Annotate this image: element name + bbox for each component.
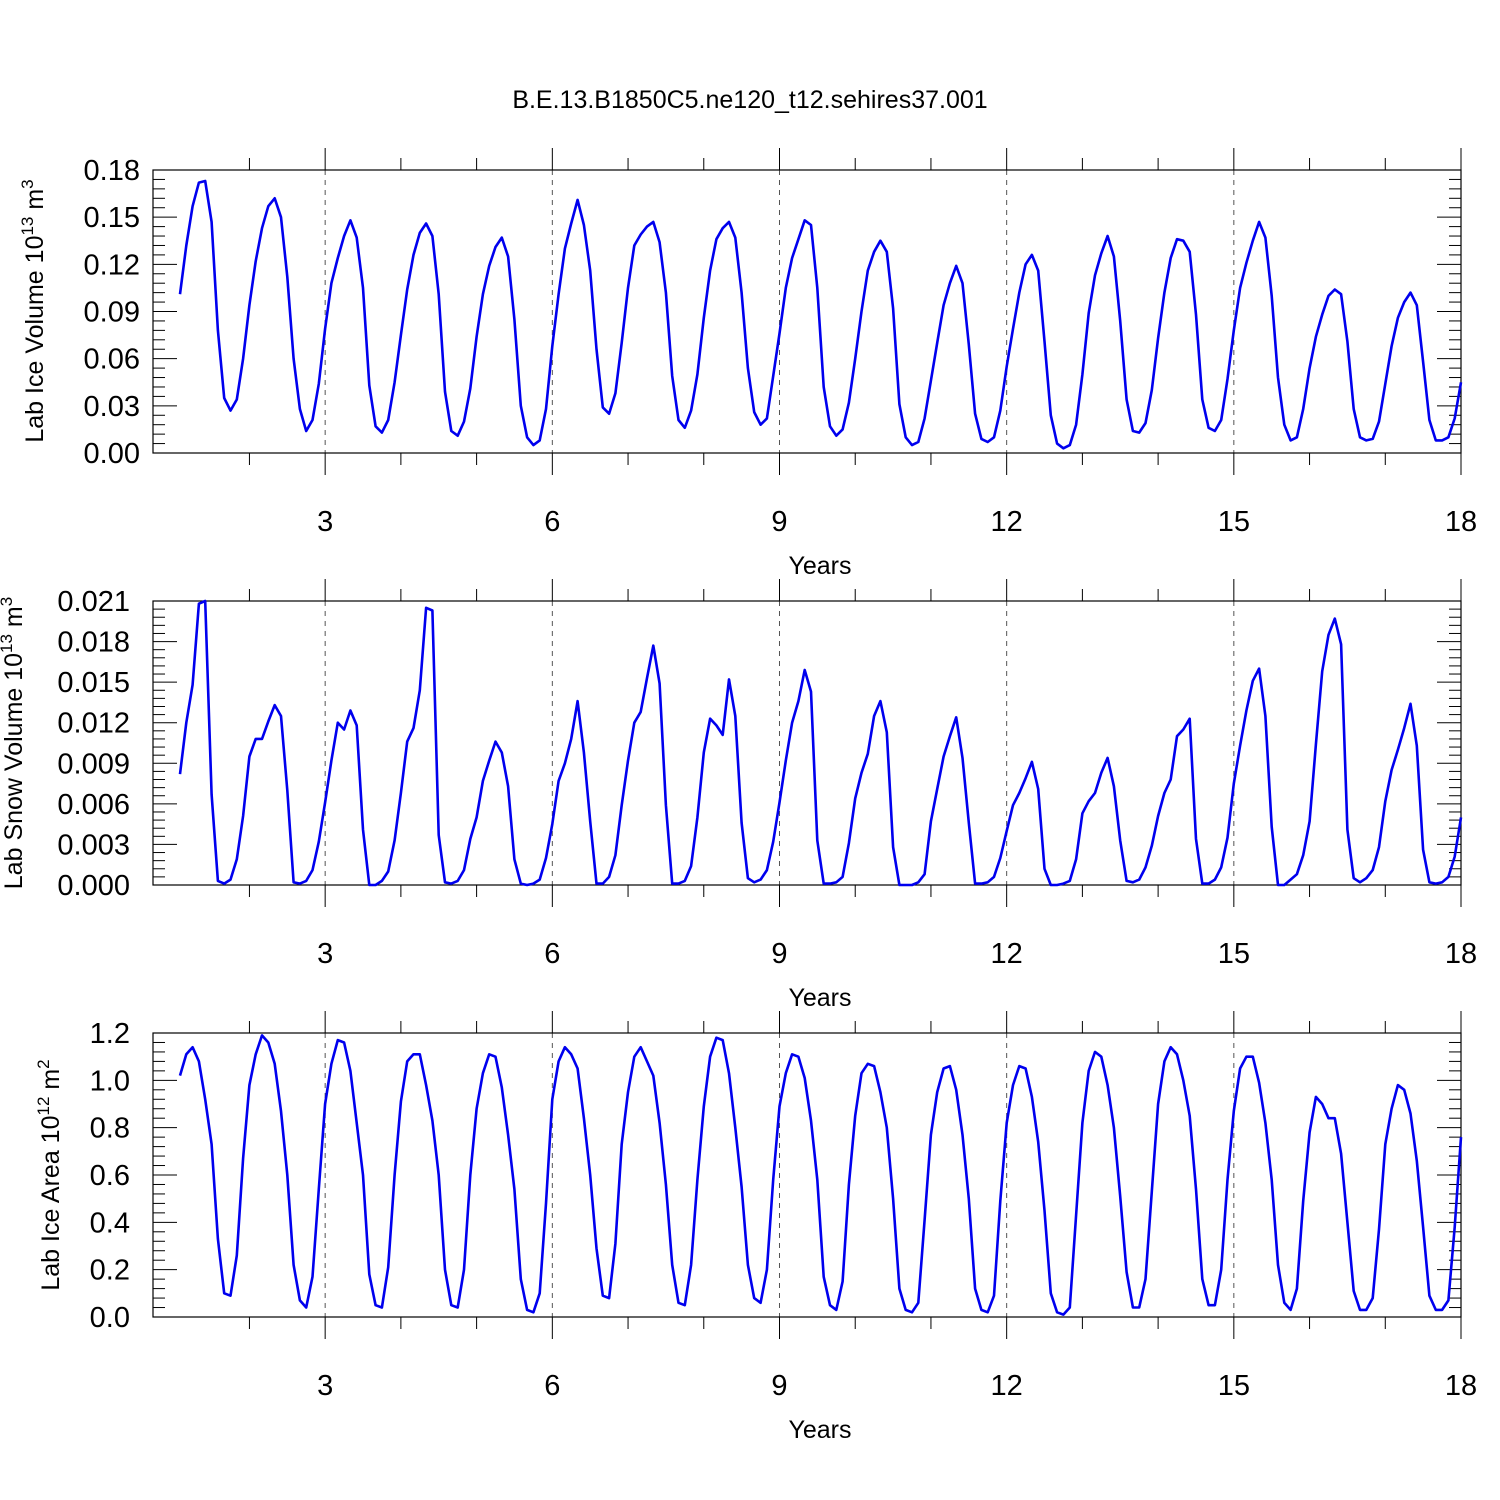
x-tick-label: 12	[991, 1370, 1023, 1402]
panel-2: 3 6 9 12 15 18 0.000 0.003 0.006 0.009 0.012 0.015 0…	[0, 579, 1477, 1012]
y-tick-label: 0.03	[84, 391, 140, 423]
x-axis-title: Years	[788, 1416, 851, 1444]
x-tick-label: 9	[771, 506, 787, 538]
x-tick-label: 18	[1445, 1370, 1477, 1402]
x-tick-label: 15	[1218, 1370, 1250, 1402]
y-axis-title: Lab Ice Area 1012 m2	[34, 1059, 65, 1290]
x-tick-label: 6	[544, 506, 560, 538]
y-tick-label: 0.06	[84, 344, 140, 376]
x-tick-label: 18	[1445, 506, 1477, 538]
y-axis-title: Lab Snow Volume 1013 m3	[0, 597, 28, 889]
plot-frame	[152, 1032, 1462, 1318]
x-tick-label: 12	[991, 506, 1023, 538]
y-tick-label: 0.8	[90, 1113, 130, 1145]
x-tick-label: 9	[771, 938, 787, 970]
x-tick-label: 15	[1218, 506, 1250, 538]
y-tick-label: 0.018	[57, 627, 130, 659]
x-tick-label: 6	[544, 938, 560, 970]
x-axis-title: Years	[788, 984, 851, 1012]
y-tick-label: 0.000	[57, 870, 130, 902]
series-line	[178, 1034, 1463, 1316]
panel-1: 3 6 9 12 15 18 0.00 0.03 0.06 0.09 0.12 0.15 0.18 Yea…	[18, 148, 1477, 580]
y-tick-label: 0.18	[84, 155, 140, 187]
y-tick-label: 0.2	[90, 1255, 130, 1287]
series-line	[178, 599, 1463, 887]
y-tick-label: 0.006	[57, 789, 130, 821]
y-tick-label: 0.12	[84, 249, 140, 281]
figure-title: B.E.13.B1850C5.ne120_t12.sehires37.001	[512, 86, 987, 114]
x-tick-label: 3	[317, 1370, 333, 1402]
panels: 3 6 9 12 15 180.000.030.060.090.120.150.18Yea…	[0, 148, 1477, 1444]
x-tick-label: 3	[317, 506, 333, 538]
y-tick-label: 0.09	[84, 297, 140, 329]
y-tick-label: 1.0	[90, 1065, 130, 1097]
y-tick-label: 0.6	[90, 1160, 130, 1192]
x-tick-label: 6	[544, 1370, 560, 1402]
y-tick-label: 0.003	[57, 829, 130, 861]
y-tick-label: 0.00	[84, 438, 140, 470]
y-tick-label: 0.0	[90, 1302, 130, 1334]
plot-frame	[152, 169, 1462, 454]
x-tick-label: 9	[771, 1370, 787, 1402]
panel-3: 3 6 9 12 15 18 0.0 0.2 0.4 0.6 0.8 1.0 1.2 Years Lab I…	[34, 1011, 1477, 1444]
x-tick-label: 12	[991, 938, 1023, 970]
series-line	[178, 179, 1463, 450]
x-tick-label: 3	[317, 938, 333, 970]
y-tick-label: 0.015	[57, 667, 130, 699]
x-tick-label: 18	[1445, 938, 1477, 970]
y-axis-title: Lab Ice Volume 1013 m3	[18, 179, 49, 442]
y-tick-label: 0.012	[57, 708, 130, 740]
y-tick-label: 1.2	[90, 1018, 130, 1050]
x-tick-label: 15	[1218, 938, 1250, 970]
y-tick-label: 0.021	[57, 586, 130, 618]
y-tick-label: 0.009	[57, 748, 130, 780]
x-axis-title: Years	[788, 552, 851, 580]
y-tick-label: 0.4	[90, 1207, 130, 1239]
y-tick-label: 0.15	[84, 202, 140, 234]
plot-frame	[152, 600, 1462, 886]
